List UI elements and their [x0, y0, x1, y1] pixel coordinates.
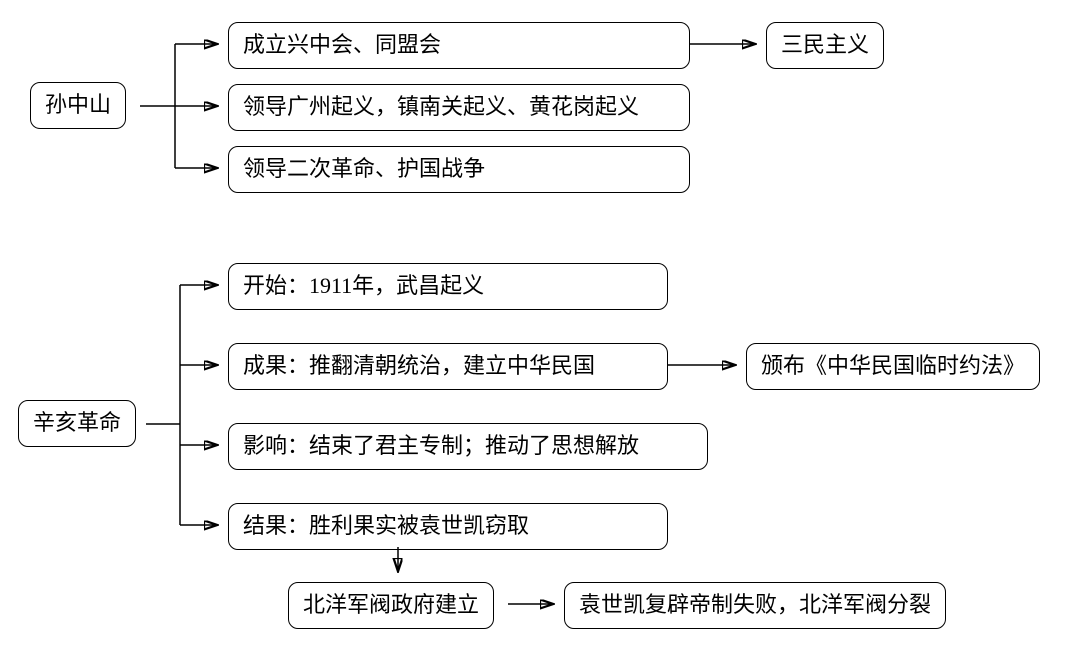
node-sanmin: 三民主义	[766, 22, 884, 69]
node-outcome: 结果：胜利果实被袁世凯窃取	[228, 503, 668, 550]
node-start: 开始：1911年，武昌起义	[228, 263, 668, 310]
node-yuan: 袁世凯复辟帝制失败，北洋军阀分裂	[564, 582, 946, 629]
node-xinhai: 辛亥革命	[18, 400, 136, 447]
node-uprisings: 领导广州起义，镇南关起义、黄花岗起义	[228, 84, 690, 131]
node-promulgate: 颁布《中华民国临时约法》	[746, 343, 1040, 390]
node-influence: 影响：结束了君主专制；推动了思想解放	[228, 423, 708, 470]
node-second-revolution: 领导二次革命、护国战争	[228, 146, 690, 193]
node-sun: 孙中山	[30, 82, 126, 129]
node-result: 成果：推翻清朝统治，建立中华民国	[228, 343, 668, 390]
node-beiyang: 北洋军阀政府建立	[288, 582, 494, 629]
node-found-orgs: 成立兴中会、同盟会	[228, 22, 690, 69]
